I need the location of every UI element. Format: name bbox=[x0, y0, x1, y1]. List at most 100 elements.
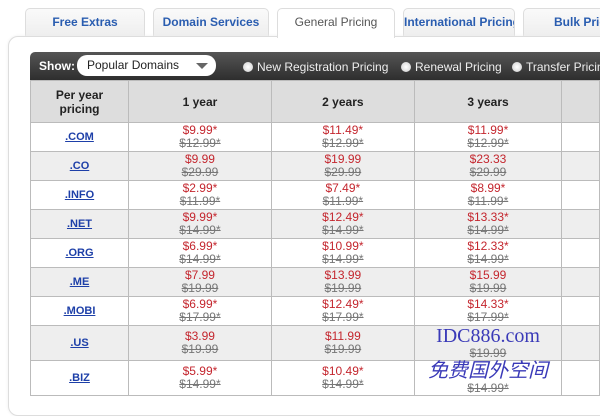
price-cell bbox=[561, 180, 600, 210]
radio-transfer[interactable]: Transfer Pricing bbox=[512, 60, 600, 74]
sale-price: $5.99* bbox=[182, 364, 218, 378]
table-row: .COM $9.99* $12.99* $11.49* $12.99* $11.99* $1… bbox=[30, 122, 600, 152]
sale-price: $7.99 bbox=[184, 268, 215, 282]
price-cell bbox=[561, 238, 600, 268]
sale-price: $14.33* bbox=[467, 297, 509, 311]
domain-cell: .MOBI bbox=[30, 296, 129, 326]
regular-price: $14.99* bbox=[179, 252, 221, 266]
sale-price: $9.99* bbox=[182, 123, 218, 137]
tab-bulk-pricing[interactable]: Bulk Pricing bbox=[523, 8, 600, 36]
table-header-row: Per year pricing 1 year 2 years 3 years bbox=[30, 80, 600, 123]
sale-price: $13.99 bbox=[324, 268, 362, 282]
domain-link[interactable]: .MOBI bbox=[63, 305, 96, 317]
table-row: .ME $7.99 $19.99 $13.99 $19.99 $15.99 $19.99 bbox=[30, 267, 600, 297]
sale-price: $12.49* bbox=[322, 210, 364, 224]
sale-price: $10.49* bbox=[322, 364, 364, 378]
regular-price: $11.99* bbox=[467, 194, 509, 208]
tab-bar: Free Extras Domain Services General Pric… bbox=[0, 8, 600, 38]
price-cell: $6.99* $17.99* bbox=[128, 296, 272, 326]
radio-label: New Registration Pricing bbox=[257, 60, 389, 74]
table-row: .US $3.99 $19.99 $11.99 $19.99 IDC886.com $19.… bbox=[30, 325, 600, 361]
table-row: .BIZ $5.99* $14.99* $10.49* $14.99* 免费国外空间 $14… bbox=[30, 360, 600, 396]
radio-icon bbox=[512, 62, 522, 72]
domain-link[interactable]: .INFO bbox=[64, 189, 95, 201]
regular-price: $14.99* bbox=[467, 223, 509, 237]
tab-domain-services[interactable]: Domain Services bbox=[153, 8, 269, 36]
pricing-table: Per year pricing 1 year 2 years 3 years … bbox=[30, 80, 600, 396]
sale-price: $9.99* bbox=[182, 210, 218, 224]
sale-price: $11.99 bbox=[324, 329, 361, 343]
price-cell: $23.33 $29.99 bbox=[413, 151, 563, 181]
price-cell bbox=[561, 296, 600, 326]
sale-price: $11.49* bbox=[322, 123, 364, 137]
domain-cell: .CO bbox=[30, 151, 129, 181]
radio-icon bbox=[243, 62, 253, 72]
domain-cell: .US bbox=[30, 325, 129, 361]
domain-cell: .COM bbox=[30, 122, 129, 152]
regular-price: $14.99* bbox=[179, 377, 221, 391]
price-cell: $9.99 $29.99 bbox=[128, 151, 272, 181]
regular-price: $14.99* bbox=[322, 223, 364, 237]
price-cell: $15.99 $19.99 bbox=[413, 267, 563, 297]
watermark-chinese: 免费国外空间 bbox=[428, 360, 548, 382]
sale-price: $6.99* bbox=[182, 297, 218, 311]
price-cell: $12.49* $14.99* bbox=[270, 209, 415, 239]
price-cell bbox=[561, 360, 600, 396]
radio-label: Transfer Pricing bbox=[526, 60, 600, 74]
price-cell: $13.33* $14.99* bbox=[413, 209, 563, 239]
regular-price: $19.99 bbox=[469, 281, 507, 295]
domain-link[interactable]: .ORG bbox=[65, 247, 94, 259]
price-cell: $11.99* $12.99* bbox=[413, 122, 563, 152]
price-cell: $8.99* $11.99* bbox=[413, 180, 563, 210]
sale-price: $9.99 bbox=[184, 152, 215, 166]
regular-price: $17.99* bbox=[179, 310, 221, 324]
tab-general-pricing[interactable]: General Pricing bbox=[277, 8, 395, 38]
regular-price: $19.99 bbox=[181, 281, 219, 295]
regular-price: $11.99* bbox=[179, 194, 221, 208]
price-cell bbox=[561, 122, 600, 152]
sale-price: $8.99* bbox=[470, 181, 506, 195]
table-row: .NET $9.99* $14.99* $12.49* $14.99* $13.33* $1… bbox=[30, 209, 600, 239]
header-3-years: 3 years bbox=[413, 80, 563, 123]
domain-cell: .ORG bbox=[30, 238, 129, 268]
radio-icon bbox=[401, 62, 411, 72]
price-cell bbox=[561, 151, 600, 181]
domain-link[interactable]: .NET bbox=[66, 218, 93, 230]
radio-new-registration[interactable]: New Registration Pricing bbox=[243, 60, 388, 74]
price-cell: $5.99* $14.99* bbox=[128, 360, 272, 396]
regular-price: $19.99 bbox=[324, 281, 362, 295]
domain-link[interactable]: .BIZ bbox=[69, 372, 90, 384]
domain-link[interactable]: .CO bbox=[69, 160, 90, 172]
domain-group-select[interactable]: Popular Domains bbox=[77, 55, 216, 76]
domain-cell: .ME bbox=[30, 267, 129, 297]
price-cell: $3.99 $19.99 bbox=[128, 325, 272, 361]
chevron-down-icon bbox=[196, 63, 208, 69]
domain-link[interactable]: .COM bbox=[65, 131, 94, 143]
price-cell: IDC886.com $19.99 bbox=[413, 325, 563, 361]
watermark-text: IDC886.com bbox=[436, 325, 540, 347]
price-cell: $13.99 $19.99 bbox=[270, 267, 415, 297]
radio-renewal[interactable]: Renewal Pricing bbox=[401, 60, 502, 74]
tab-free-extras[interactable]: Free Extras bbox=[25, 8, 145, 36]
table-row: .CO $9.99 $29.99 $19.99 $29.99 $23.33 $29.99 bbox=[30, 151, 600, 181]
regular-price: $19.99 bbox=[469, 346, 507, 360]
regular-price: $29.99 bbox=[181, 165, 219, 179]
price-cell: $9.99* $14.99* bbox=[128, 209, 272, 239]
regular-price: $14.99* bbox=[467, 381, 509, 395]
price-cell: 免费国外空间 $14.99* bbox=[413, 360, 563, 396]
radio-label: Renewal Pricing bbox=[415, 60, 502, 74]
tab-international-pricing[interactable]: International Pricing bbox=[403, 8, 515, 36]
price-cell: $7.99 $19.99 bbox=[128, 267, 272, 297]
domain-cell: .NET bbox=[30, 209, 129, 239]
sale-price: $23.33 bbox=[469, 152, 507, 166]
price-cell: $14.33* $17.99* bbox=[413, 296, 563, 326]
domain-link[interactable]: .US bbox=[70, 337, 89, 349]
domain-link[interactable]: .ME bbox=[69, 276, 90, 288]
price-cell: $12.33* $14.99* bbox=[413, 238, 563, 268]
domain-cell: .BIZ bbox=[30, 360, 129, 396]
sale-price: $19.99 bbox=[324, 152, 362, 166]
price-cell: $7.49* $11.99* bbox=[270, 180, 415, 210]
regular-price: $11.99* bbox=[322, 194, 364, 208]
regular-price: $14.99* bbox=[322, 377, 364, 391]
price-cell: $6.99* $14.99* bbox=[128, 238, 272, 268]
